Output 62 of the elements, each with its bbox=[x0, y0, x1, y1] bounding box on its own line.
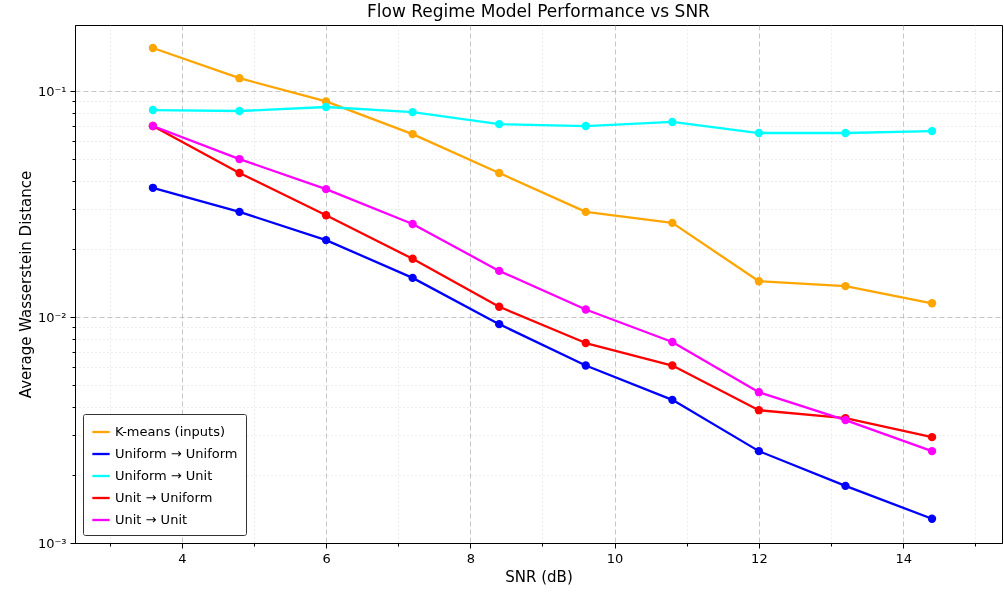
legend-label: Unit → Uniform bbox=[115, 490, 213, 505]
point bbox=[754, 388, 764, 397]
point bbox=[754, 277, 764, 286]
point bbox=[148, 43, 158, 53]
y-axis-title: Average Wasserstein Distance bbox=[16, 170, 35, 399]
point bbox=[235, 106, 244, 116]
point bbox=[495, 168, 504, 178]
point bbox=[235, 154, 244, 164]
point bbox=[581, 338, 590, 348]
x-tick-label: 6 bbox=[322, 550, 331, 566]
point bbox=[754, 446, 764, 456]
point bbox=[495, 302, 504, 311]
point bbox=[408, 129, 417, 139]
point bbox=[148, 183, 158, 192]
point bbox=[927, 446, 937, 456]
point bbox=[408, 273, 417, 283]
x-tick-label: 8 bbox=[466, 550, 475, 566]
legend-label: Uniform → Unit bbox=[115, 468, 213, 483]
y-tick-label: 10⁻¹ bbox=[37, 83, 67, 99]
x-axis-title: SNR (dB) bbox=[505, 567, 573, 586]
point bbox=[235, 168, 244, 178]
point bbox=[754, 128, 764, 138]
legend-label: Unit → Unit bbox=[115, 512, 188, 527]
point bbox=[668, 361, 677, 370]
chart-title: Flow Regime Model Performance vs SNR bbox=[367, 1, 711, 21]
y-tick-label: 10⁻² bbox=[37, 309, 67, 325]
point bbox=[668, 395, 677, 405]
point bbox=[927, 126, 937, 136]
point bbox=[668, 117, 677, 127]
point bbox=[668, 218, 677, 228]
point bbox=[841, 128, 850, 138]
x-tick-label: 4 bbox=[178, 550, 187, 566]
point bbox=[235, 74, 244, 83]
y-tick-label: 10⁻³ bbox=[37, 535, 67, 551]
point bbox=[408, 254, 417, 263]
point bbox=[754, 406, 764, 415]
point bbox=[927, 514, 937, 523]
point bbox=[841, 481, 850, 491]
point bbox=[581, 207, 590, 217]
point bbox=[408, 107, 417, 117]
point bbox=[581, 361, 590, 370]
legend-label: Uniform → Uniform bbox=[115, 446, 238, 461]
point bbox=[321, 102, 331, 112]
point bbox=[927, 299, 937, 308]
point bbox=[321, 211, 331, 220]
point bbox=[321, 184, 331, 194]
point bbox=[408, 219, 417, 229]
point bbox=[581, 121, 590, 131]
point bbox=[495, 319, 504, 329]
x-tick-label: 12 bbox=[751, 550, 768, 566]
point bbox=[495, 266, 504, 276]
point bbox=[235, 207, 244, 217]
point bbox=[321, 235, 331, 245]
point bbox=[495, 119, 504, 129]
point bbox=[581, 305, 590, 314]
point bbox=[927, 432, 937, 442]
x-tick-label: 14 bbox=[895, 550, 912, 566]
point bbox=[668, 337, 677, 347]
x-tick-label: 10 bbox=[606, 550, 624, 566]
legend-label: K-means (inputs) bbox=[115, 424, 225, 439]
point bbox=[841, 281, 850, 291]
point bbox=[148, 105, 158, 115]
